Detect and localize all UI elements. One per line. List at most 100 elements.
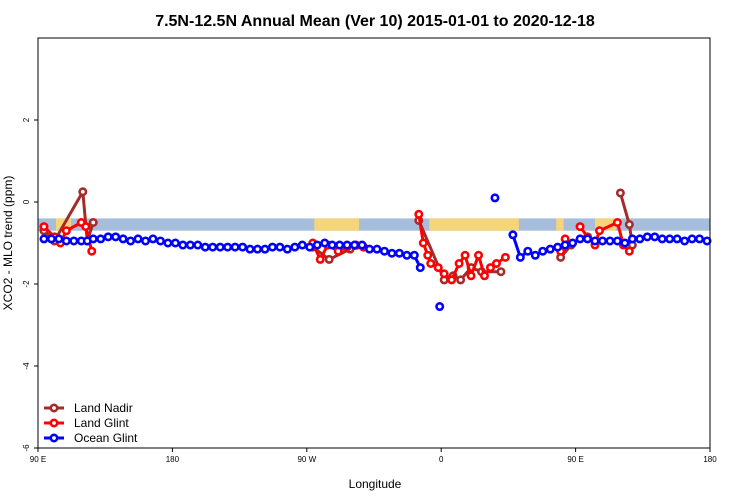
x-tick-label: 90 E [567,455,583,464]
data-point-ocean-glint [267,242,277,252]
data-point-ocean-glint [193,240,203,250]
data-point-ocean-glint [365,244,375,254]
data-point-ocean-glint [208,242,218,252]
data-point-ocean-glint [545,244,555,254]
data-point-land-glint [414,209,424,219]
chart-title: 7.5N-12.5N Annual Mean (Ver 10) 2015-01-… [155,13,595,30]
data-point-ocean-glint [553,242,563,252]
data-point-ocean-glint [379,246,389,256]
data-point-ocean-glint [148,234,158,244]
data-point-land-nadir [78,187,88,197]
data-point-land-nadir [615,188,625,198]
data-point-ocean-glint [320,238,330,248]
data-point-ocean-glint [253,244,263,254]
data-point-ocean-glint [69,236,79,246]
data-point-ocean-glint [46,234,56,244]
y-tick-label: -6 [22,444,31,452]
data-point-ocean-glint [54,234,64,244]
x-axis-label: Longitude [349,477,402,491]
data-point-land-glint [485,263,495,273]
data-point-ocean-glint [568,238,578,248]
data-point-ocean-glint [672,234,682,244]
data-point-ocean-glint [335,240,345,250]
data-point-land-glint [491,258,501,268]
data-point-ocean-glint [394,248,404,258]
data-point-ocean-glint [111,232,121,242]
data-point-ocean-glint [282,244,292,254]
data-point-land-glint [500,252,510,262]
data-point-ocean-glint [342,240,352,250]
data-point-land-glint [87,246,97,256]
data-point-ocean-glint [538,246,548,256]
y-tick-label: -2 [22,280,31,288]
data-point-ocean-glint [635,234,645,244]
data-point-land-glint [575,222,585,232]
data-point-ocean-glint [357,240,367,250]
series-ocean-glint [39,193,712,312]
data-point-ocean-glint [508,230,518,240]
data-point-ocean-glint [575,234,585,244]
data-point-land-glint [460,250,470,260]
data-point-ocean-glint [275,242,285,252]
legend-label: Land Nadir [74,401,133,415]
data-point-ocean-glint [590,236,600,246]
data-point-land-glint [466,271,476,281]
x-tick-label: 90 W [297,455,316,464]
data-point-ocean-glint [230,242,240,252]
plot-frame [37,37,711,449]
data-point-ocean-glint [687,234,697,244]
data-point-ocean-glint [185,240,195,250]
data-point-ocean-glint [597,236,607,246]
data-point-ocean-glint [133,234,143,244]
data-point-ocean-glint [297,240,307,250]
data-point-land-nadir [496,267,506,277]
x-tick-label: 90 E [30,455,46,464]
data-point-ocean-glint [702,236,712,246]
legend-label: Land Glint [74,416,129,430]
x-tick-label: 180 [703,455,717,464]
data-point-ocean-glint [238,242,248,252]
data-point-land-glint [612,218,622,228]
data-point-ocean-glint [650,232,660,242]
legend-swatch-marker [49,433,59,443]
data-point-ocean-glint [435,302,445,312]
legend-swatch-marker [49,403,59,413]
x-tick-label: 0 [439,455,444,464]
data-point-land-glint [447,275,457,285]
land-fill [429,218,519,231]
data-point-ocean-glint [200,242,210,252]
data-point-ocean-glint [178,240,188,250]
data-point-land-glint [480,271,490,281]
data-point-land-glint [439,269,449,279]
data-point-ocean-glint [260,244,270,254]
data-point-land-nadir [456,275,466,285]
data-point-land-glint [61,226,71,236]
data-point-ocean-glint [215,242,225,252]
plot-area [38,187,712,312]
data-point-land-nadir [624,220,634,230]
data-point-ocean-glint [657,234,667,244]
land-fill [314,218,360,231]
legend-item-ocean-glint: Ocean Glint [44,431,138,445]
data-point-ocean-glint [387,248,397,258]
data-point-ocean-glint [612,236,622,246]
data-point-land-glint [418,238,428,248]
data-point-ocean-glint [490,193,500,203]
data-point-ocean-glint [163,238,173,248]
legend-swatch-marker [49,418,59,428]
data-point-ocean-glint [223,242,233,252]
data-point-land-glint [433,263,443,273]
data-point-ocean-glint [409,250,419,260]
x-tick-label: 180 [166,455,180,464]
y-tick-label: -4 [22,362,31,370]
data-point-land-glint [39,222,49,232]
data-point-ocean-glint [118,234,128,244]
data-point-ocean-glint [141,236,151,246]
data-point-ocean-glint [515,252,525,262]
y-tick-label: 2 [22,117,31,122]
y-tick-label: 0 [22,199,31,204]
data-point-ocean-glint [96,234,106,244]
data-point-ocean-glint [61,236,71,246]
data-point-ocean-glint [402,250,412,260]
